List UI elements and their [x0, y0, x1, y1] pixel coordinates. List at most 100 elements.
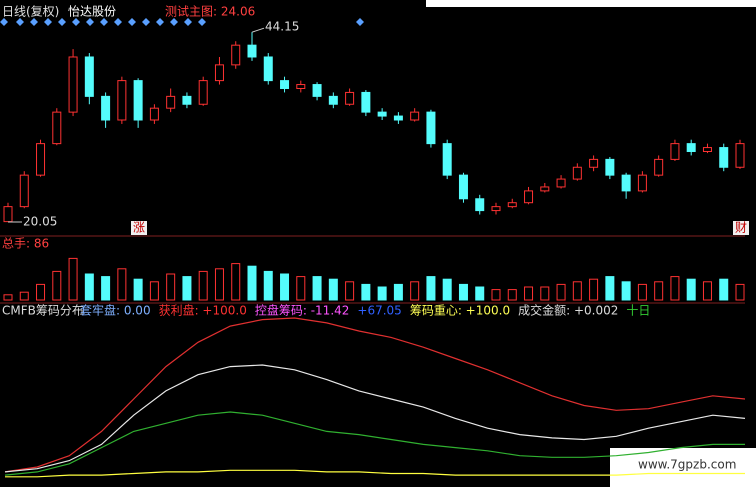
candle-body: [377, 111, 387, 117]
annotation-box: [733, 221, 749, 235]
volume-bar: [280, 273, 290, 301]
volume-bar: [393, 283, 403, 301]
candle-body: [524, 190, 534, 204]
candle-body: [637, 174, 647, 192]
candle-body: [491, 206, 501, 212]
volume-bar: [556, 283, 566, 301]
candle-body: [280, 80, 290, 89]
indicator: 套牢盘: 0.00: [80, 303, 151, 318]
volume-bar: [670, 276, 680, 301]
volume-bar: [19, 291, 29, 301]
candle-body: [166, 95, 176, 109]
cmfb-line: [5, 469, 745, 478]
marker-diamond: [58, 18, 66, 26]
volume-bar: [149, 281, 159, 301]
candle-body: [149, 107, 159, 121]
volume-bar: [702, 281, 712, 301]
candle-body: [540, 186, 550, 192]
volume-bar: [231, 263, 241, 301]
marker-diamond: [184, 18, 192, 26]
indicator: +67.05: [357, 304, 401, 318]
indicator: 控盘筹码: -11.42: [255, 303, 350, 318]
volume-bar: [491, 289, 501, 301]
marker-diamond: [16, 18, 24, 26]
candle-body: [442, 143, 452, 176]
indicator: 筹码重心: +100.0: [410, 304, 510, 318]
annotation: 涨: [133, 220, 145, 235]
volume-bar: [507, 289, 517, 301]
marker-diamond: [142, 18, 150, 26]
candle-body: [410, 111, 420, 121]
candle-body: [36, 143, 46, 176]
volume-bar: [735, 283, 745, 301]
candle-body: [19, 174, 29, 208]
candle-body: [572, 166, 582, 180]
candle-body: [475, 198, 485, 212]
volume-bar: [101, 276, 111, 301]
candle-body: [247, 44, 257, 58]
candle-body: [719, 147, 729, 168]
volume-bar: [133, 278, 143, 301]
candle-body: [312, 84, 322, 97]
volume-bar: [312, 276, 322, 301]
marker-diamond: [128, 18, 136, 26]
high-pointer: [251, 27, 265, 33]
candle-body: [3, 206, 13, 223]
marker-diamond: [170, 18, 178, 26]
marker-diamond: [44, 18, 52, 26]
candle-body: [345, 91, 355, 105]
candle-body: [101, 95, 111, 121]
candle-body: [589, 158, 599, 168]
volume-bar: [605, 276, 615, 301]
candle-body: [686, 143, 696, 153]
volume-bar: [654, 281, 664, 301]
candle-body: [263, 56, 273, 82]
marker-diamond: [86, 18, 94, 26]
marker-diamond: [30, 18, 38, 26]
volume-bar: [686, 278, 696, 301]
volume-bar: [719, 278, 729, 301]
volume-bar: [572, 281, 582, 301]
marker-diamond: [72, 18, 80, 26]
volume-bar: [247, 265, 257, 301]
high-label: 44.15: [265, 20, 299, 34]
indicator: 获利盘: +100.0: [159, 303, 247, 318]
cmfb-line: [4, 364, 746, 473]
candle-body: [654, 158, 664, 176]
candle-body: [426, 111, 436, 145]
volume-bar: [377, 286, 387, 301]
candle-body: [296, 84, 306, 89]
marker-diamond: [356, 18, 364, 26]
volume-bar: [328, 278, 338, 301]
indicator: 十日: [626, 304, 650, 318]
volume-title: 总手: 86: [2, 237, 49, 251]
candle-body: [605, 158, 615, 176]
candle-body: [670, 143, 680, 160]
annotation-box: [131, 221, 147, 235]
watermark: www.7gpzb.com: [638, 458, 736, 472]
marker-diamond: [198, 18, 206, 26]
volume-bar: [589, 278, 599, 301]
stock-name: 怡达股份: [68, 5, 116, 19]
volume-bar: [84, 273, 94, 301]
candle-body: [328, 95, 338, 105]
candle-body: [556, 178, 566, 188]
candle-body: [182, 95, 192, 105]
candle-body: [735, 143, 745, 168]
candle-body: [507, 202, 517, 208]
period: 日线(复权): [2, 5, 59, 19]
edge: [426, 0, 756, 7]
volume-bar: [524, 286, 534, 301]
candle-body: [198, 80, 208, 105]
candle-body: [231, 44, 241, 66]
candle-body: [214, 64, 224, 82]
volume-bar: [475, 286, 485, 301]
marker-diamond: [0, 18, 8, 26]
volume-bar: [540, 286, 550, 301]
volume-bar: [442, 278, 452, 301]
volume-bar: [637, 283, 647, 301]
volume-bar: [182, 276, 192, 301]
volume-bar: [214, 268, 224, 301]
candle-body: [117, 80, 127, 121]
